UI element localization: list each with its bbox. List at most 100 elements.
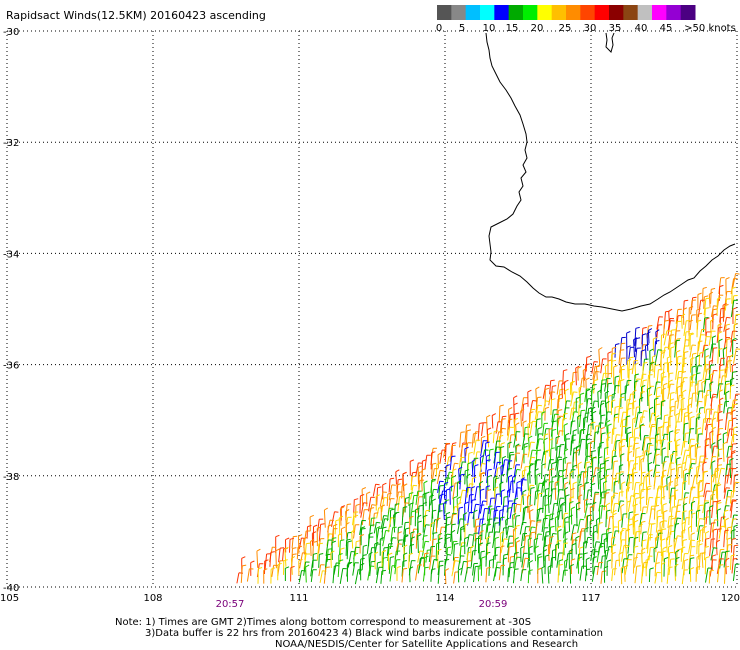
wind-barb <box>674 401 676 416</box>
wind-barb <box>520 479 523 498</box>
wind-barb <box>446 472 450 486</box>
wind-barb-tick <box>495 546 500 549</box>
wind-barb-tick <box>415 507 420 511</box>
wind-barb <box>415 534 418 549</box>
wind-barb <box>535 397 538 413</box>
wind-barb <box>528 562 531 575</box>
wind-barb-tick <box>527 494 532 497</box>
wind-barb-tick <box>270 567 276 570</box>
wind-barb <box>638 416 642 429</box>
wind-barb <box>725 339 728 357</box>
wind-barb-tick <box>250 560 255 564</box>
wind-barb-tick <box>645 558 650 561</box>
island-coastline <box>605 32 615 53</box>
wind-barb <box>606 533 609 549</box>
legend-swatch <box>652 5 667 20</box>
wind-barb-tick <box>527 537 533 541</box>
wind-barb <box>730 468 733 485</box>
wind-barb <box>656 533 660 548</box>
wind-barb <box>611 428 614 444</box>
wind-barb <box>471 433 474 448</box>
wind-barb <box>403 485 406 504</box>
wind-barb <box>667 320 671 336</box>
wind-barb-tick <box>600 402 605 406</box>
wind-barb-tick <box>701 551 706 555</box>
wind-barb-tick <box>563 538 568 541</box>
wind-barb-tick <box>696 416 701 419</box>
wind-barb <box>702 364 706 380</box>
wind-barb-tick <box>599 441 604 444</box>
wind-barb <box>596 366 598 380</box>
wind-barb-tick <box>628 450 633 454</box>
wind-barb-tick <box>514 568 519 570</box>
wind-barb-tick <box>550 513 555 515</box>
wind-barb-tick <box>674 523 680 525</box>
wind-barb <box>305 566 307 583</box>
wind-barb <box>556 380 560 395</box>
wind-barb <box>599 415 602 429</box>
wind-barb-tick <box>731 490 736 492</box>
wind-barb-tick <box>557 529 562 532</box>
wind-barb-tick <box>375 483 380 486</box>
wind-barb-tick <box>626 345 631 348</box>
wind-barb <box>620 568 623 585</box>
wind-barb-tick <box>661 438 666 441</box>
wind-barb <box>368 508 371 526</box>
wind-barb-tick <box>421 468 426 471</box>
wind-barb-tick <box>334 565 339 567</box>
wind-barb-tick <box>580 429 585 432</box>
wind-barb-tick <box>508 407 513 410</box>
wind-barb-tick <box>715 469 720 473</box>
wind-barb-tick <box>690 333 695 336</box>
wind-barb-tick <box>598 347 603 350</box>
wind-barb <box>649 426 652 441</box>
wind-barb-tick <box>514 497 519 501</box>
wind-barb-tick <box>445 558 450 561</box>
wind-barb <box>534 405 539 420</box>
wind-barb-tick <box>585 377 590 381</box>
wind-barb <box>519 495 523 513</box>
wind-barb <box>449 456 453 471</box>
wind-barb-tick <box>558 393 563 397</box>
wind-barb-tick <box>558 563 563 566</box>
wind-barb <box>631 360 635 375</box>
wind-barb <box>688 487 692 504</box>
wind-barb <box>642 363 644 380</box>
wind-barb <box>649 409 651 423</box>
wind-barb-tick <box>409 566 414 570</box>
wind-barb-tick <box>619 464 624 467</box>
wind-barb <box>256 551 259 568</box>
wind-barb <box>556 398 559 415</box>
wind-barb <box>599 479 602 498</box>
wind-barb-tick <box>545 531 550 533</box>
wind-barb <box>492 555 495 569</box>
wind-barb-tick <box>424 552 429 555</box>
wind-barb-tick <box>529 560 534 563</box>
wind-barb <box>656 316 660 330</box>
wind-barb-tick <box>345 509 350 512</box>
wind-barb-tick <box>388 552 393 556</box>
wind-barb <box>572 452 574 469</box>
wind-barb-tick <box>523 506 528 509</box>
wind-barb-tick <box>590 519 595 522</box>
wind-barb-tick <box>627 358 632 362</box>
wind-barb-tick <box>503 553 508 556</box>
wind-barb-tick <box>661 496 666 499</box>
wind-barb <box>481 508 486 525</box>
wind-barb-tick <box>528 435 533 439</box>
wind-barb-tick <box>571 558 576 561</box>
wind-barb-tick <box>634 373 639 376</box>
wind-barb <box>688 428 691 445</box>
wind-barb-tick <box>613 460 619 462</box>
wind-barb <box>578 430 581 448</box>
wind-barb-tick <box>599 504 604 508</box>
wind-barb <box>422 567 426 582</box>
lon-tick-label: 105 <box>0 593 19 604</box>
wind-barb-tick <box>590 505 595 508</box>
wind-barb <box>569 473 572 491</box>
wind-barb <box>562 513 565 528</box>
wind-barb-tick <box>584 498 589 502</box>
wind-barb <box>669 496 672 513</box>
wind-barb <box>474 519 477 533</box>
wind-barb <box>296 547 299 560</box>
